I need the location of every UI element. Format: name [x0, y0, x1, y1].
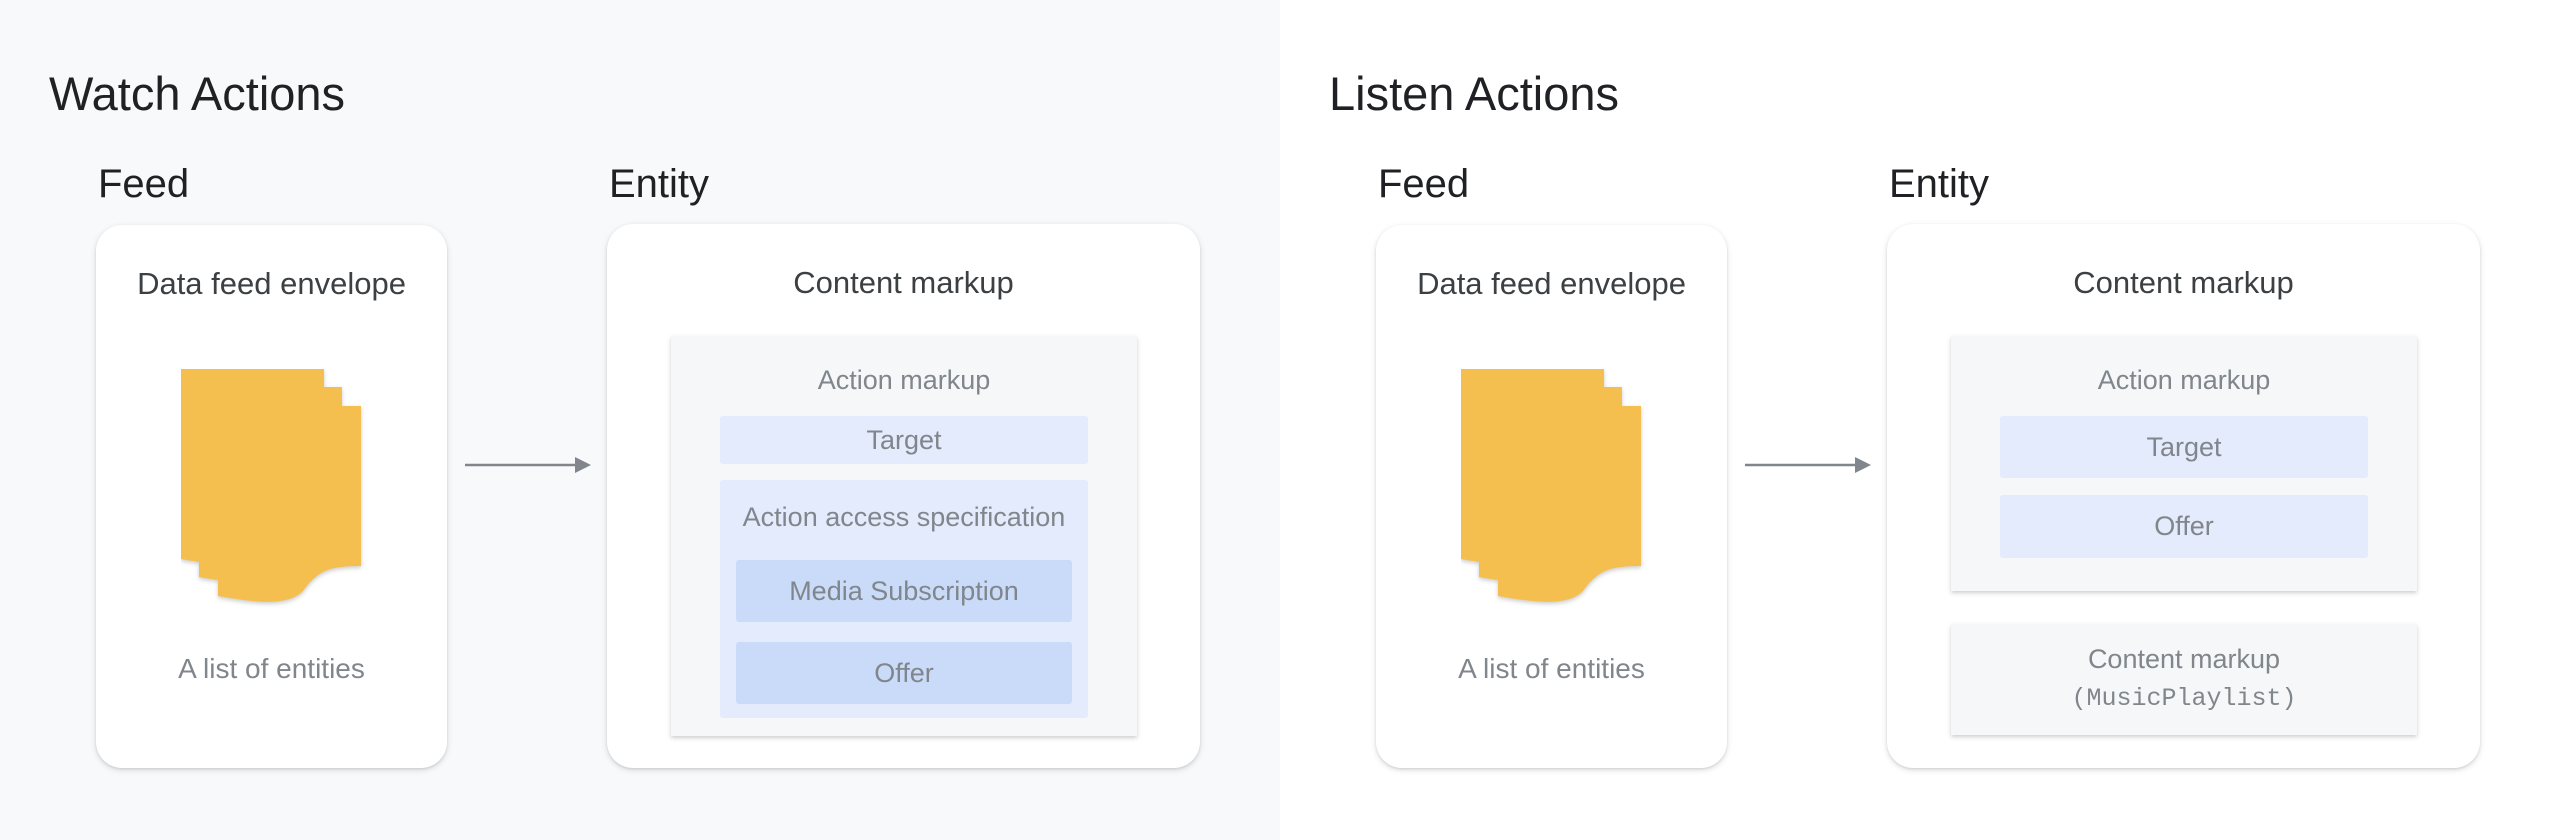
- documents-stack-icon: [1461, 369, 1641, 602]
- target-chip: Target: [720, 416, 1088, 464]
- access-spec-box: Action access specification Media Subscr…: [720, 480, 1088, 718]
- feed-card: Data feed envelope A list of entities: [1376, 225, 1727, 768]
- feed-card-title: Data feed envelope: [1417, 266, 1686, 301]
- documents-stack-icon: [181, 369, 361, 602]
- feed-card: Data feed envelope A list of entities: [96, 225, 447, 768]
- content-markup-type: (MusicPlaylist): [2071, 684, 2297, 713]
- content-markup-title: Content markup: [2073, 265, 2294, 300]
- watch-actions-title: Watch Actions: [49, 67, 346, 120]
- action-markup-box: Action markup Target Offer: [1951, 336, 2417, 591]
- content-markup-label: Content markup: [2087, 644, 2281, 674]
- entity-heading: Entity: [1889, 162, 1990, 206]
- feed-card-title: Data feed envelope: [137, 266, 406, 301]
- action-markup-box: Action markup Target Action access speci…: [671, 336, 1137, 736]
- media-subscription-chip: Media Subscription: [736, 560, 1072, 622]
- listen-actions-title: Listen Actions: [1329, 67, 1620, 120]
- action-markup-label: Action markup: [817, 365, 991, 395]
- entity-card: Content markup Action markup Target Acti…: [607, 224, 1200, 768]
- watch-actions-panel: Watch Actions Feed Entity Data feed enve…: [49, 67, 1200, 768]
- feed-card-caption: A list of entities: [178, 653, 365, 684]
- feed-heading: Feed: [98, 162, 190, 206]
- offer-chip: Offer: [736, 642, 1072, 704]
- arrow-icon: [465, 457, 591, 473]
- feed-card-caption: A list of entities: [1458, 653, 1645, 684]
- action-markup-label: Action markup: [2097, 365, 2271, 395]
- content-markup-title: Content markup: [793, 265, 1014, 300]
- arrow-icon: [1745, 457, 1871, 473]
- access-spec-label: Action access specification: [742, 502, 1066, 532]
- entity-heading: Entity: [609, 162, 710, 206]
- feed-heading: Feed: [1378, 162, 1470, 206]
- listen-actions-panel: Listen Actions Feed Entity Data feed env…: [1280, 0, 2560, 840]
- target-chip: Target: [2000, 416, 2368, 478]
- offer-chip: Offer: [2000, 495, 2368, 558]
- content-markup-box: Content markup (MusicPlaylist): [1951, 624, 2417, 735]
- entity-card: Content markup Action markup Target Offe…: [1887, 224, 2480, 768]
